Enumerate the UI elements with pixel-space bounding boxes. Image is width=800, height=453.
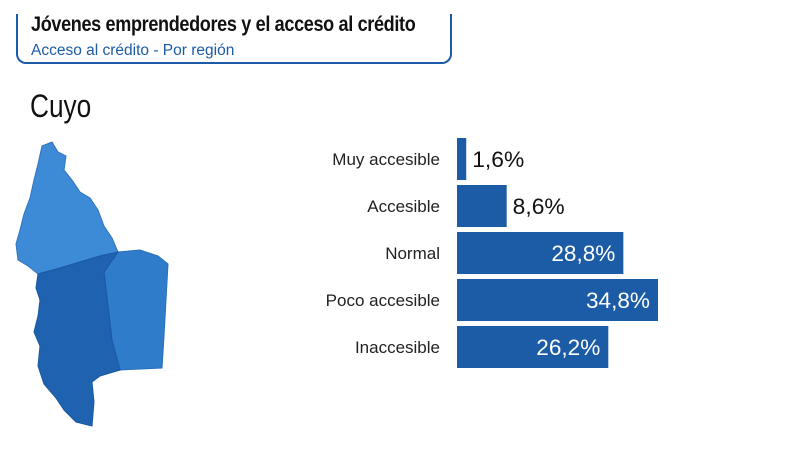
category-label-4: Inaccesible (355, 338, 440, 357)
bar-4 (457, 326, 609, 368)
value-label-4: 26,2% (536, 335, 600, 360)
value-label-0: 1,6% (472, 147, 524, 172)
category-label-1: Accesible (367, 197, 440, 216)
category-label-0: Muy accesible (332, 150, 440, 169)
cuyo-region-map (15, 141, 169, 427)
bar-3 (457, 279, 658, 321)
page-title: Jóvenes emprendedores y el acceso al cré… (31, 13, 416, 36)
bar-1 (457, 185, 507, 227)
category-label-3: Poco accesible (326, 291, 440, 310)
category-label-2: Normal (385, 244, 440, 263)
value-label-3: 34,8% (586, 288, 650, 313)
bars-layer: Muy accesible 1,6% Accesible 8,6% Normal 28,8… (326, 138, 658, 368)
map-mendoza (33, 251, 121, 427)
bar-0 (457, 138, 467, 180)
value-label-2: 28,8% (551, 241, 615, 266)
value-label-1: 8,6% (513, 194, 565, 219)
header-frame (16, 14, 452, 64)
region-title: Cuyo (30, 88, 92, 124)
bar-2 (457, 232, 624, 274)
page-subtitle: Acceso al crédito - Por región (31, 42, 235, 59)
